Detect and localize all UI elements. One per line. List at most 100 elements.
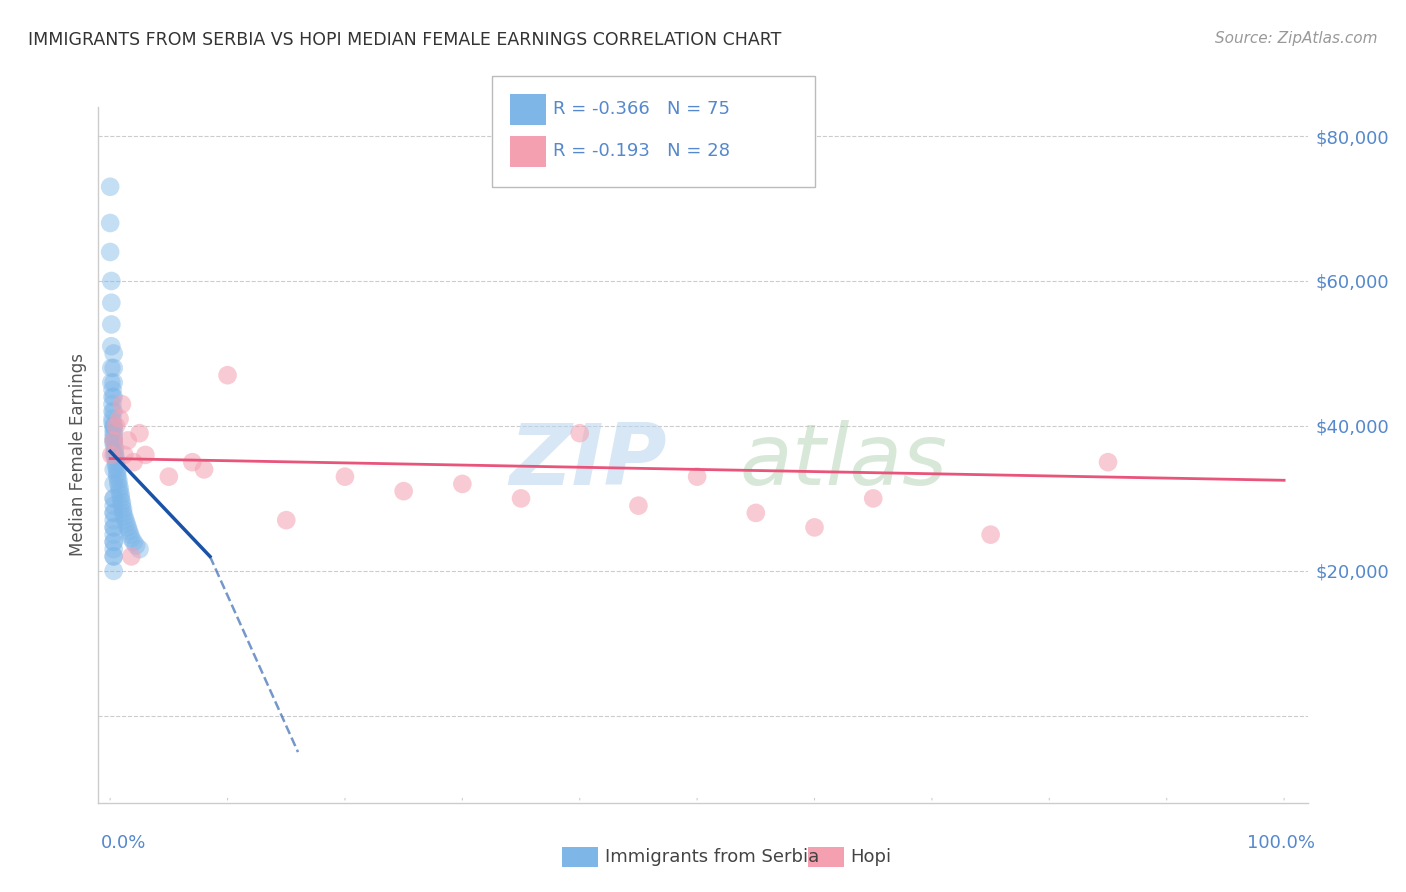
Point	[112, 448, 135, 462]
Point	[103, 564, 125, 578]
Text: R = -0.366   N = 75: R = -0.366 N = 75	[553, 100, 730, 118]
Point	[101, 390, 124, 404]
Point	[107, 473, 129, 487]
Point	[103, 361, 125, 376]
Point	[451, 476, 474, 491]
Point	[1097, 455, 1119, 469]
Point	[120, 527, 142, 541]
Point	[128, 542, 150, 557]
Point	[103, 491, 125, 506]
Point	[100, 274, 122, 288]
Point	[98, 216, 121, 230]
Point	[112, 509, 135, 524]
Point	[392, 484, 415, 499]
Point	[103, 534, 125, 549]
Point	[103, 419, 125, 434]
Point	[193, 462, 215, 476]
Point	[686, 469, 709, 483]
Point	[108, 484, 131, 499]
Point	[122, 534, 145, 549]
Point	[128, 426, 150, 441]
Point	[862, 491, 884, 506]
Point	[217, 368, 239, 383]
Point	[980, 527, 1002, 541]
Point	[103, 437, 125, 451]
Point	[105, 455, 128, 469]
Point	[134, 448, 156, 462]
Point	[568, 426, 591, 441]
Point	[108, 411, 131, 425]
Point	[103, 513, 125, 527]
Point	[103, 491, 125, 506]
Point	[103, 434, 125, 448]
Point	[103, 448, 125, 462]
Point	[103, 542, 125, 557]
Point	[100, 318, 122, 332]
Text: atlas: atlas	[740, 420, 948, 503]
Point	[103, 390, 125, 404]
Point	[112, 506, 135, 520]
Y-axis label: Median Female Earnings: Median Female Earnings	[69, 353, 87, 557]
Text: ZIP: ZIP	[509, 420, 666, 503]
Point	[120, 549, 142, 564]
Point	[111, 397, 134, 411]
Point	[105, 451, 128, 466]
Point	[104, 441, 127, 455]
Point	[103, 520, 125, 534]
Point	[105, 466, 128, 480]
Point	[117, 434, 139, 448]
Point	[120, 531, 142, 545]
Point	[110, 491, 132, 506]
Point	[803, 520, 825, 534]
Point	[114, 513, 136, 527]
Point	[103, 549, 125, 564]
Point	[111, 499, 134, 513]
Text: IMMIGRANTS FROM SERBIA VS HOPI MEDIAN FEMALE EARNINGS CORRELATION CHART: IMMIGRANTS FROM SERBIA VS HOPI MEDIAN FE…	[28, 31, 782, 49]
Point	[125, 539, 148, 553]
Text: R = -0.193   N = 28: R = -0.193 N = 28	[553, 142, 730, 160]
Text: Source: ZipAtlas.com: Source: ZipAtlas.com	[1215, 31, 1378, 46]
Point	[333, 469, 356, 483]
Point	[101, 397, 124, 411]
Point	[101, 404, 124, 418]
Point	[118, 524, 141, 538]
Point	[157, 469, 180, 483]
Point	[110, 488, 132, 502]
Point	[101, 415, 124, 429]
Point	[105, 469, 128, 483]
Point	[103, 534, 125, 549]
Point	[103, 520, 125, 534]
Point	[100, 339, 122, 353]
Point	[103, 404, 125, 418]
Point	[103, 527, 125, 541]
Point	[745, 506, 768, 520]
Point	[103, 426, 125, 441]
Point	[98, 244, 121, 259]
Point	[103, 506, 125, 520]
Point	[103, 549, 125, 564]
Point	[117, 520, 139, 534]
Text: 100.0%: 100.0%	[1247, 834, 1315, 852]
Point	[100, 448, 122, 462]
Point	[98, 179, 121, 194]
Point	[108, 481, 131, 495]
Point	[115, 516, 138, 531]
Point	[112, 502, 135, 516]
Point	[100, 361, 122, 376]
Point	[111, 495, 134, 509]
Point	[103, 419, 125, 434]
Point	[276, 513, 298, 527]
Point	[103, 476, 125, 491]
Point	[107, 476, 129, 491]
Point	[105, 462, 128, 476]
Point	[100, 295, 122, 310]
Text: Immigrants from Serbia: Immigrants from Serbia	[605, 848, 818, 866]
Point	[103, 506, 125, 520]
Point	[103, 430, 125, 444]
Point	[510, 491, 533, 506]
Point	[627, 499, 650, 513]
Text: 0.0%: 0.0%	[101, 834, 146, 852]
Point	[101, 411, 124, 425]
Point	[103, 434, 125, 448]
Point	[103, 376, 125, 390]
